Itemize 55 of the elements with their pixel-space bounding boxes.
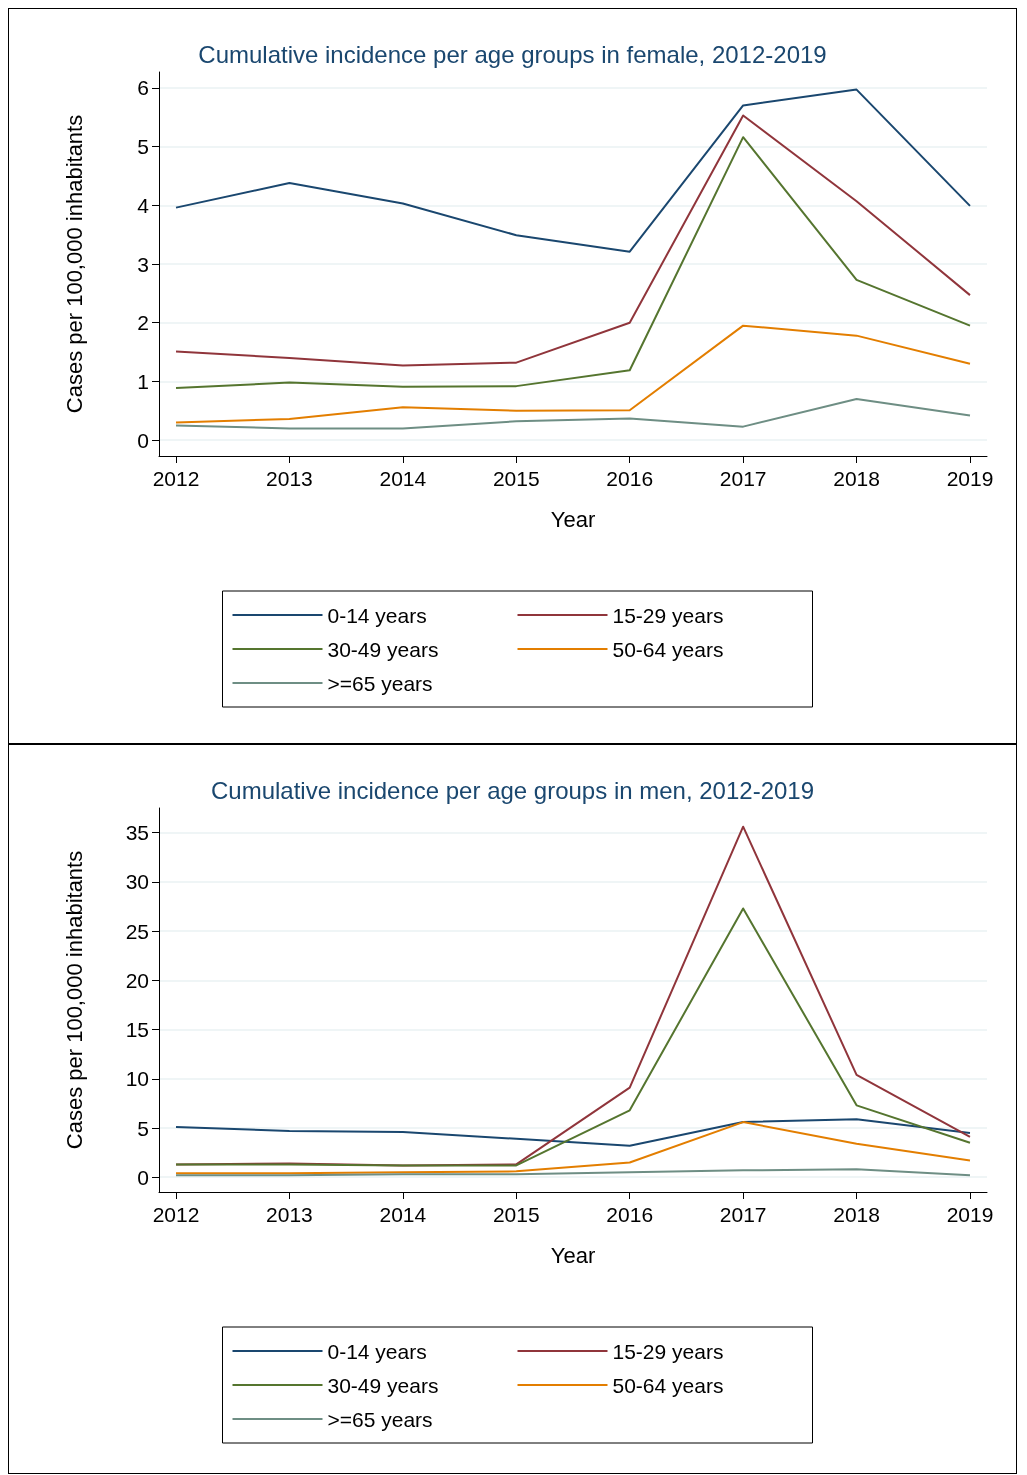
x-tick-label: 2016: [606, 1203, 654, 1226]
x-tick-label: 2018: [833, 1203, 880, 1226]
legend-label: 50-64 years: [612, 637, 724, 661]
x-tick-label: 2017: [719, 1203, 767, 1226]
y-axis-title: Cases per 100,000 inhabitants: [61, 114, 87, 414]
y-tick-label: 0: [137, 428, 149, 452]
y-axis-title: Cases per 100,000 inhabitants: [61, 850, 87, 1150]
x-tick-label: 2015: [492, 1203, 540, 1226]
legend-label: 30-49 years: [327, 637, 439, 661]
y-tick-label: 5: [137, 1116, 149, 1140]
y-tick-label: 6: [137, 76, 149, 100]
legend-label: 15-29 years: [612, 603, 724, 627]
line-series: [175, 324, 971, 424]
x-tick-label: 2019: [946, 467, 994, 490]
line-series: [175, 136, 971, 389]
line-series: [175, 907, 971, 1167]
x-axis-title: Year: [550, 1242, 596, 1268]
x-tick-label: 2014: [379, 1203, 427, 1226]
line-series: [175, 398, 971, 430]
legend-label: >=65 years: [327, 1407, 433, 1431]
line-series: [175, 88, 971, 253]
y-tick-label: 0: [137, 1165, 149, 1189]
legend-label: >=65 years: [327, 671, 433, 695]
y-tick-label: 20: [125, 968, 149, 992]
legend-label: 15-29 years: [612, 1339, 724, 1363]
x-tick-label: 2015: [492, 467, 540, 490]
chart-title: Cumulative incidence per age groups in men, 2012-2019: [210, 776, 815, 804]
x-tick-label: 2014: [379, 467, 427, 490]
x-tick-label: 2013: [266, 467, 313, 490]
legend-label: 0-14 years: [327, 1339, 427, 1363]
y-tick-label: 30: [125, 870, 149, 894]
y-tick-label: 15: [125, 1018, 149, 1042]
x-axis-title: Year: [550, 506, 596, 532]
x-tick-label: 2016: [606, 467, 654, 490]
x-tick-label: 2017: [719, 467, 767, 490]
x-tick-label: 2012: [152, 1203, 200, 1226]
y-tick-label: 1: [137, 369, 149, 393]
x-tick-label: 2012: [152, 467, 200, 490]
x-tick-label: 2019: [946, 1203, 994, 1226]
line-series: [175, 114, 971, 367]
line-series: [175, 1118, 971, 1147]
y-tick-label: 10: [125, 1067, 149, 1091]
y-tick-label: 5: [137, 135, 149, 159]
y-tick-label: 25: [125, 919, 149, 943]
y-tick-label: 3: [137, 252, 149, 276]
y-tick-label: 2: [137, 311, 149, 335]
x-tick-label: 2018: [833, 467, 880, 490]
legend-label: 0-14 years: [327, 603, 427, 627]
y-tick-label: 35: [125, 821, 149, 845]
x-tick-label: 2013: [266, 1203, 313, 1226]
chart-title: Cumulative incidence per age groups in female, 2012-2019: [198, 40, 827, 68]
y-tick-label: 4: [137, 193, 150, 217]
legend-label: 30-49 years: [327, 1373, 439, 1397]
line-series: [175, 1121, 971, 1175]
legend-label: 50-64 years: [612, 1373, 724, 1397]
